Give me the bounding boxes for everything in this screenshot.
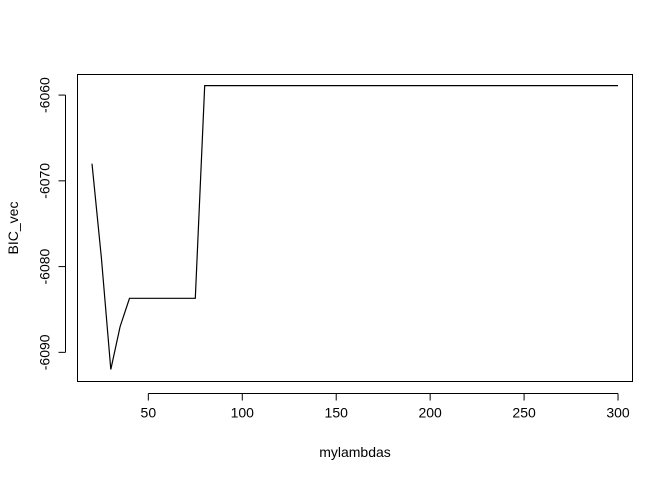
- x-tick-label: 300: [606, 405, 630, 421]
- series-line: [91, 84, 618, 370]
- x-tick-label: 250: [512, 405, 536, 421]
- y-axis-label: BIC_vec: [5, 202, 21, 255]
- y-tick-label: -6090: [37, 334, 53, 370]
- plot-frame: [77, 74, 633, 382]
- x-tick-label: 100: [231, 405, 255, 421]
- x-tick-label: 200: [418, 405, 442, 421]
- x-tick-label: 50: [141, 405, 157, 421]
- x-axis: 50 100 150 200 250 300: [141, 393, 630, 421]
- y-tick-label: -6060: [37, 77, 53, 113]
- y-axis: -6060 -6070 -6080 -6090: [37, 77, 66, 370]
- x-axis-label: mylambdas: [319, 444, 391, 460]
- y-tick-label: -6070: [37, 163, 53, 199]
- x-tick-label: 150: [325, 405, 349, 421]
- y-tick-label: -6080: [37, 248, 53, 284]
